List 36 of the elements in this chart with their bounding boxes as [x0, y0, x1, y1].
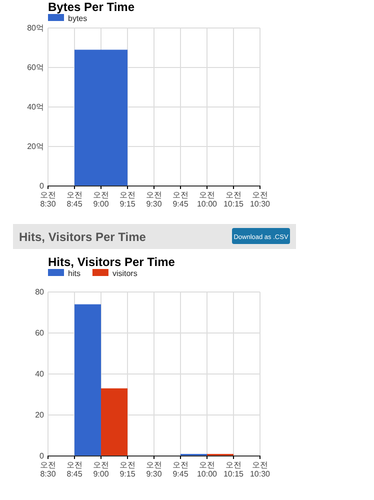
y-tick-label: 40억 — [27, 102, 44, 112]
x-tick-label: 오전 10:15 — [223, 190, 244, 208]
x-tick-label: 오전 9:00 — [93, 190, 110, 208]
legend-label: hits — [68, 269, 80, 278]
y-tick-label: 20억 — [27, 142, 44, 152]
x-tick-label: 오전 10:00 — [196, 190, 218, 208]
x-tick-label: 오전 9:15 — [120, 190, 136, 208]
x-tick-label: 오전 9:00 — [93, 460, 110, 478]
y-tick-label: 40 — [35, 370, 45, 379]
y-tick-label: 60억 — [27, 63, 44, 72]
y-tick-label: 60 — [35, 328, 45, 338]
y-tick-label: 0 — [40, 182, 45, 191]
x-tick-label: 오전 10:15 — [223, 460, 244, 478]
x-tick-label: 오전 10:00 — [196, 460, 218, 478]
chart-title: Hits, Visitors Per Time — [48, 255, 176, 269]
y-tick-label: 20 — [35, 410, 45, 420]
x-tick-label: 오전 10:30 — [250, 190, 271, 208]
legend-label: visitors — [112, 269, 138, 278]
text: Hits, Visitors Per Time — [19, 230, 146, 244]
y-tick-label: 0 — [40, 452, 45, 461]
bar — [101, 388, 128, 456]
y-tick-label: 80억 — [27, 24, 44, 33]
y-tick-label: 80 — [35, 288, 45, 297]
x-tick-label: 오전 10:30 — [250, 460, 271, 478]
chart-title: Bytes Per Time — [48, 0, 135, 14]
x-tick-label: 오전 8:30 — [40, 190, 56, 208]
x-tick-label: 오전 9:45 — [172, 190, 189, 208]
bar — [74, 304, 101, 456]
x-tick-label: 오전 8:45 — [66, 460, 83, 478]
x-tick-label: 오전 8:30 — [40, 460, 56, 478]
x-tick-label: 오전 9:30 — [146, 460, 162, 478]
x-tick-label: 오전 9:30 — [146, 190, 162, 208]
x-tick-label: 오전 9:45 — [172, 460, 189, 478]
x-tick-label: 오전 8:45 — [66, 190, 83, 208]
legend-label: bytes — [68, 14, 88, 23]
x-tick-label: 오전 9:15 — [120, 460, 136, 478]
